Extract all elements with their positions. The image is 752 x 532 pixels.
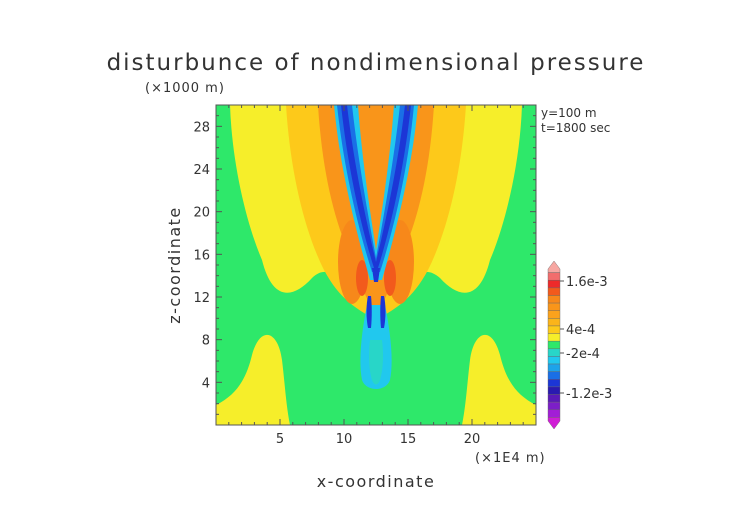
colorbar-level	[547, 340, 561, 350]
colorbar-level	[547, 417, 561, 430]
contour-peak-right	[384, 260, 396, 296]
colorbar-level	[547, 302, 561, 311]
plot-area: 5 10 15 20 4 8 12 16 20 24 28	[193, 104, 537, 447]
colorbar-level	[547, 371, 561, 380]
colorbar-label: 4e-4	[566, 323, 595, 338]
x-unit-label: (×1E4 m)	[475, 451, 546, 466]
colorbar-level	[547, 386, 561, 395]
y-tick-label: 24	[193, 163, 210, 178]
colorbar-level	[547, 260, 561, 273]
chart-title: disturbunce of nondimensional pressure	[107, 50, 646, 76]
colorbar-level	[547, 333, 561, 342]
y-tick-label: 8	[202, 334, 210, 349]
contour-negative-cell	[372, 268, 380, 282]
colorbar-level	[547, 310, 561, 319]
colorbar: 1.6e-3 4e-4 -2e-4 -1.2e-3	[547, 260, 612, 430]
annotation-time: t=1800 sec	[541, 121, 610, 135]
x-axis-title: x-coordinate	[317, 472, 436, 491]
x-tick-label: 10	[336, 432, 353, 447]
colorbar-level	[547, 394, 561, 403]
colorbar-level	[547, 325, 561, 334]
colorbar-level	[547, 272, 561, 281]
y-axis-title: z-coordinate	[165, 206, 184, 324]
y-unit-label: (×1000 m)	[145, 81, 225, 96]
contour-peak-left	[356, 260, 368, 296]
colorbar-level	[547, 295, 561, 304]
contour-negative-lower-core	[368, 340, 384, 385]
y-tick-label: 12	[193, 291, 210, 306]
colorbar-label: -1.2e-3	[566, 387, 612, 402]
x-tick-label: 5	[276, 432, 284, 447]
contour-negative-mid	[337, 105, 414, 272]
y-tick-label: 4	[202, 376, 210, 391]
colorbar-level	[547, 363, 561, 372]
colorbar-level	[547, 409, 561, 418]
x-tick-label: 20	[464, 432, 481, 447]
colorbar-level	[547, 280, 561, 289]
colorbar-level	[547, 356, 561, 365]
y-tick-label: 16	[193, 248, 210, 263]
colorbar-level	[547, 401, 561, 410]
y-axis: 4 8 12 16 20 24 28	[193, 115, 536, 415]
colorbar-level	[547, 318, 561, 327]
y-tick-label: 28	[193, 120, 210, 135]
x-axis: 5 10 15 20	[228, 105, 524, 447]
colorbar-label: 1.6e-3	[566, 275, 608, 290]
contour-negative-strand-left	[366, 296, 372, 328]
colorbar-level	[547, 287, 561, 296]
colorbar-level	[547, 348, 561, 357]
colorbar-level	[547, 379, 561, 388]
contour-negative-strand-right	[380, 296, 386, 328]
colorbar-label: -2e-4	[566, 347, 600, 362]
annotation-y: y=100 m	[541, 106, 597, 120]
contour-negative-core	[341, 105, 411, 268]
contour-positive-lobe-right	[462, 334, 536, 425]
contour-positive-lobe-left	[216, 334, 290, 425]
y-tick-label: 20	[193, 206, 210, 221]
x-tick-label: 15	[400, 432, 417, 447]
